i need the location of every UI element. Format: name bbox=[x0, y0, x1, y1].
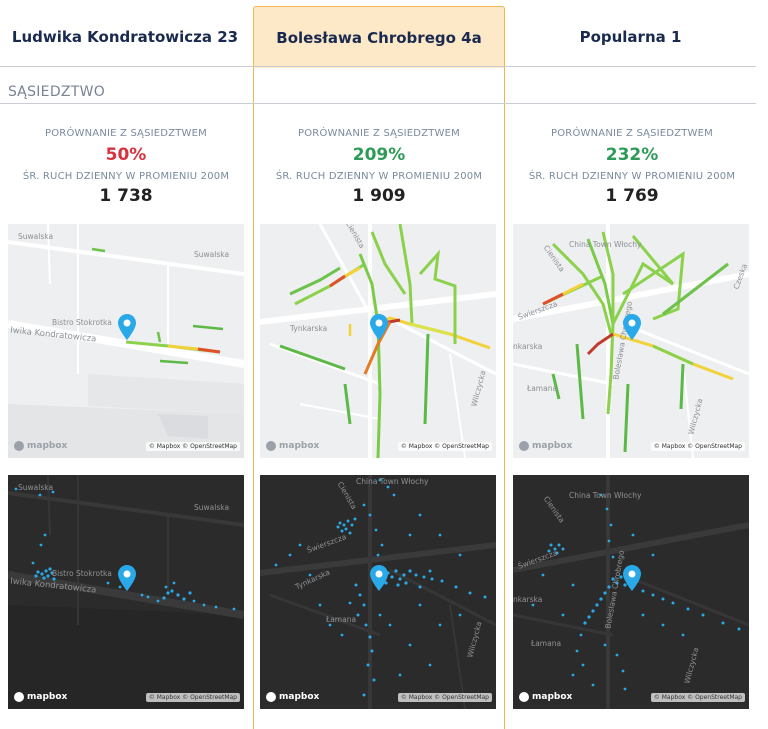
poi-label: China Town Włochy bbox=[569, 491, 642, 500]
street-label: Suwalska bbox=[18, 483, 54, 492]
stats-chrobrego: PORÓWNANIE Z SĄSIEDZTWEM 209% ŚR. RUCH D… bbox=[259, 128, 499, 206]
map-attribution[interactable]: © Mapbox © OpenStreetMap bbox=[397, 442, 492, 451]
street-label: Tynkarska bbox=[290, 324, 328, 333]
street-label: Łamana bbox=[531, 639, 562, 648]
location-pin-icon bbox=[623, 565, 641, 591]
map-attribution[interactable]: © Mapbox © OpenStreetMap bbox=[145, 442, 240, 451]
stats-popularna: PORÓWNANIE Z SĄSIEDZTWEM 232% ŚR. RUCH D… bbox=[512, 128, 752, 206]
heat-map-kondratowicza[interactable]: Suwalska Suwalska Bistro Stokrotka Iwika… bbox=[8, 475, 244, 709]
poi-label: China Town Włochy bbox=[356, 477, 429, 486]
heat-map-popularna[interactable]: China Town Włochy Cienista Świerszcza Bo… bbox=[513, 475, 749, 709]
activity-points bbox=[14, 487, 236, 611]
mapbox-logo-icon bbox=[266, 692, 276, 702]
map-attribution[interactable]: © Mapbox © OpenStreetMap bbox=[397, 693, 492, 702]
mapbox-logo-icon bbox=[519, 441, 529, 451]
map-canvas bbox=[513, 224, 749, 458]
location-pin-icon bbox=[623, 314, 641, 340]
mapbox-logo-icon bbox=[519, 692, 529, 702]
mapbox-logo: mapbox bbox=[519, 441, 572, 451]
mapbox-logo: mapbox bbox=[266, 692, 319, 702]
comparison-label: PORÓWNANIE Z SĄSIEDZTWEM bbox=[45, 128, 207, 139]
traffic-label: ŚR. RUCH DZIENNY W PROMIENIU 200M bbox=[528, 171, 736, 182]
traffic-map-chrobrego[interactable]: Cienista Tynkarska Wilczycka mapbox © Ma… bbox=[260, 224, 496, 458]
mapbox-logo: mapbox bbox=[266, 441, 319, 451]
comparison-value: 50% bbox=[105, 145, 147, 165]
comparison-value: 209% bbox=[352, 145, 406, 165]
traffic-value: 1 738 bbox=[99, 186, 153, 206]
column-header-kondratowicza[interactable]: Ludwika Kondratowicza 23 bbox=[0, 6, 250, 68]
street-label: Suwalska bbox=[194, 503, 230, 512]
location-pin-icon bbox=[118, 565, 136, 591]
activity-points bbox=[274, 478, 487, 697]
traffic-value: 1 909 bbox=[352, 186, 406, 206]
location-pin-icon bbox=[370, 565, 388, 591]
location-pin-icon bbox=[370, 314, 388, 340]
map-attribution[interactable]: © Mapbox © OpenStreetMap bbox=[650, 693, 745, 702]
comparison-label: PORÓWNANIE Z SĄSIEDZTWEM bbox=[298, 128, 460, 139]
street-label: nkarska bbox=[513, 342, 543, 351]
section-title: SĄSIEDZTWO bbox=[8, 84, 106, 100]
mapbox-logo-icon bbox=[14, 692, 24, 702]
poi-label: Bistro Stokrotka bbox=[52, 569, 112, 578]
map-canvas bbox=[8, 224, 244, 458]
street-label: Suwalska bbox=[194, 250, 230, 259]
column-header-popularna[interactable]: Popularna 1 bbox=[508, 6, 753, 68]
mapbox-logo: mapbox bbox=[14, 441, 67, 451]
street-label: nkarska bbox=[513, 595, 543, 604]
stats-kondratowicza: PORÓWNANIE Z SĄSIEDZTWEM 50% ŚR. RUCH DZ… bbox=[6, 128, 246, 206]
map-canvas bbox=[8, 475, 244, 709]
traffic-label: ŚR. RUCH DZIENNY W PROMIENIU 200M bbox=[275, 171, 483, 182]
map-attribution[interactable]: © Mapbox © OpenStreetMap bbox=[145, 693, 240, 702]
comparison-label: PORÓWNANIE Z SĄSIEDZTWEM bbox=[551, 128, 713, 139]
mapbox-logo: mapbox bbox=[519, 692, 572, 702]
traffic-value: 1 769 bbox=[605, 186, 659, 206]
mapbox-logo-icon bbox=[14, 441, 24, 451]
location-pin-icon bbox=[118, 314, 136, 340]
column-title: Popularna 1 bbox=[579, 28, 682, 46]
map-canvas bbox=[260, 475, 496, 709]
street-label: Suwalska bbox=[18, 232, 54, 241]
column-title: Ludwika Kondratowicza 23 bbox=[11, 28, 239, 46]
traffic-map-popularna[interactable]: China Town Włochy Cienista Świerszcza Bo… bbox=[513, 224, 749, 458]
comparison-value: 232% bbox=[605, 145, 659, 165]
poi-label: Bistro Stokrotka bbox=[52, 318, 112, 327]
divider bbox=[0, 66, 756, 67]
column-header-chrobrego[interactable]: Bolesława Chrobrego 4a bbox=[253, 6, 505, 68]
map-canvas bbox=[260, 224, 496, 458]
traffic-map-kondratowicza[interactable]: Suwalska Suwalska Bistro Stokrotka Iwika… bbox=[8, 224, 244, 458]
divider bbox=[0, 103, 756, 104]
heat-map-chrobrego[interactable]: China Town Włochy Cienista Świerszcza Ty… bbox=[260, 475, 496, 709]
street-label: Łamana bbox=[527, 384, 558, 393]
column-title: Bolesława Chrobrego 4a bbox=[276, 28, 482, 47]
map-attribution[interactable]: © Mapbox © OpenStreetMap bbox=[650, 442, 745, 451]
traffic-label: ŚR. RUCH DZIENNY W PROMIENIU 200M bbox=[22, 171, 230, 182]
street-label: Łamana bbox=[326, 615, 357, 624]
mapbox-logo-icon bbox=[266, 441, 276, 451]
mapbox-logo: mapbox bbox=[14, 692, 67, 702]
poi-label: China Town Włochy bbox=[569, 240, 642, 249]
